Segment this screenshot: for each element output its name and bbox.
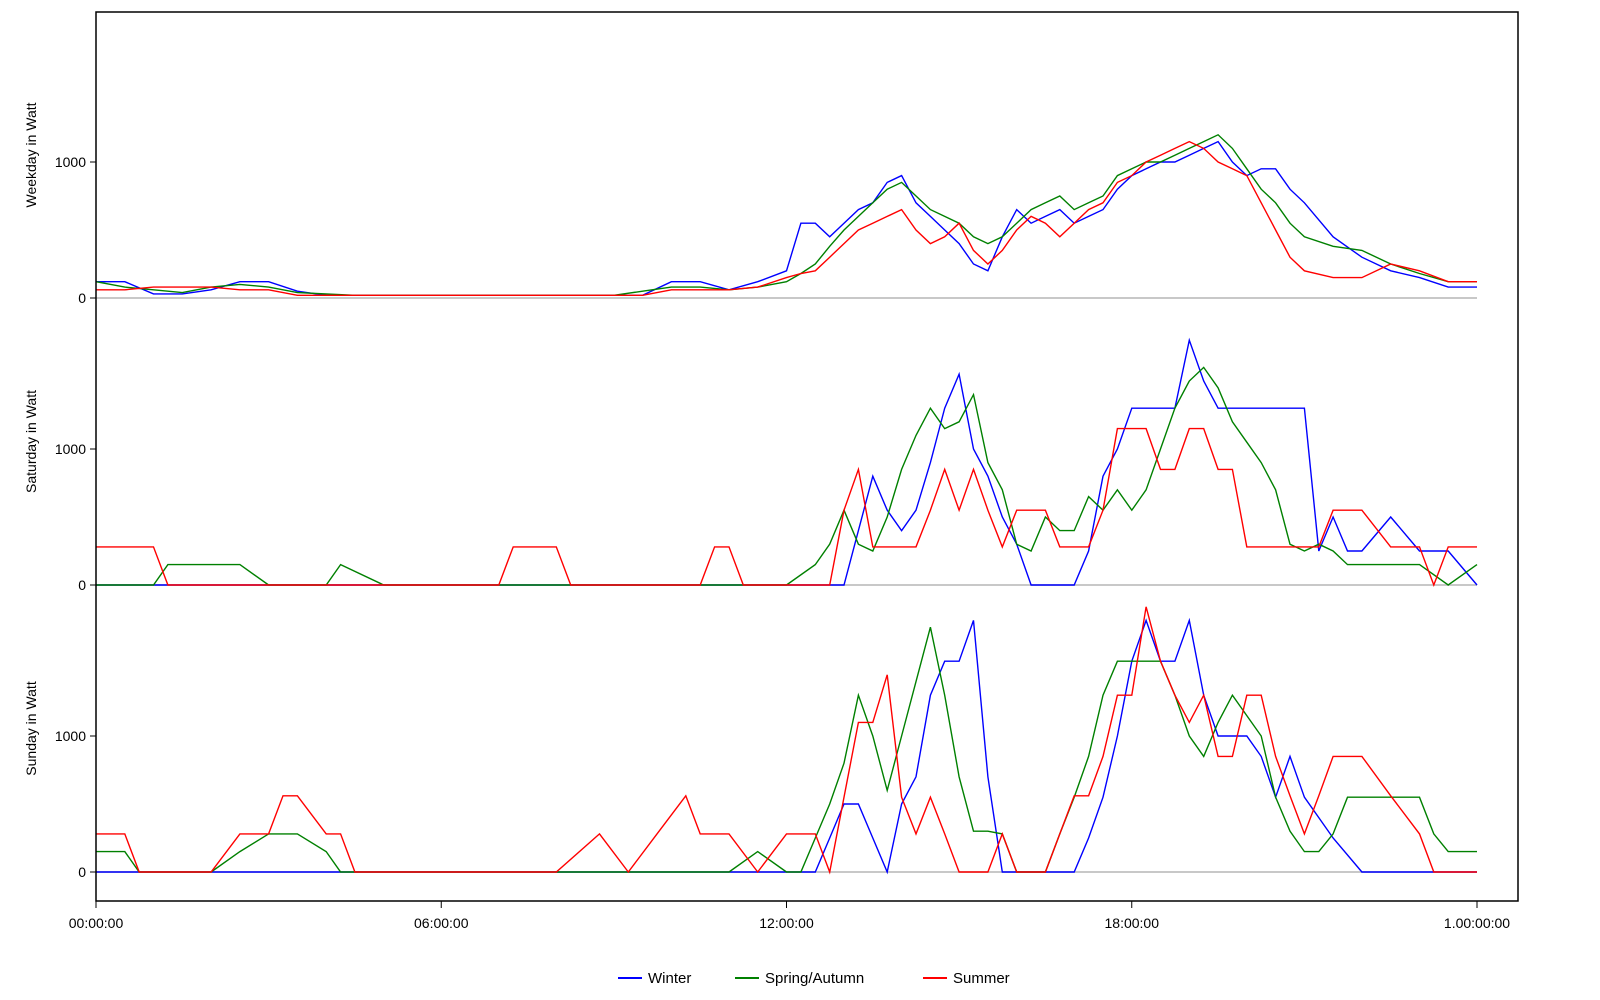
- legend-label: Winter: [648, 970, 691, 987]
- y-tick-label: 1000: [55, 441, 86, 457]
- panel-2: 0 1000 Saturday in Watt: [23, 337, 1478, 593]
- series-line-summer: [96, 140, 1477, 296]
- legend-label: Spring/Autumn: [765, 970, 864, 987]
- series-line-spring-autumn: [96, 366, 1478, 586]
- panels-layer: 0 1000 Weekday in Watt 0 1000 Saturday in Wat…: [23, 102, 1478, 880]
- y-axis-label: Sunday in Watt: [23, 681, 39, 776]
- panel-1: 0 1000 Weekday in Watt: [23, 102, 1477, 306]
- x-tick-label: 12:00:00: [759, 915, 814, 931]
- x-tick-label: 00:00:00: [69, 915, 124, 931]
- y-axis-label: Saturday in Watt: [23, 390, 39, 493]
- y-tick-label: 1000: [55, 728, 86, 744]
- x-tick-label: 06:00:00: [414, 915, 469, 931]
- y-tick-label: 0: [78, 290, 86, 306]
- legend-label: Summer: [953, 970, 1010, 987]
- x-axis: 00:00:00 06:00:00 12:00:00 18:00:00 1.00:00:…: [69, 901, 1510, 931]
- series-line-spring-autumn: [96, 627, 1477, 873]
- x-tick-label: 18:00:00: [1105, 915, 1160, 931]
- y-tick-label: 0: [78, 864, 86, 880]
- legend: Winter Spring/Autumn Summer: [618, 970, 1010, 987]
- plot-frame: [95, 11, 1519, 902]
- x-tick-label: 1.00:00:00: [1444, 915, 1510, 931]
- panel-3: 0 1000 Sunday in Watt: [23, 606, 1477, 880]
- y-tick-label: 0: [78, 577, 86, 593]
- series-line-winter: [96, 337, 1478, 586]
- series-line-summer: [96, 427, 1477, 587]
- y-axis-label: Weekday in Watt: [23, 102, 39, 207]
- series-line-summer: [96, 606, 1477, 875]
- series-line-winter: [96, 617, 1477, 875]
- y-tick-label: 1000: [55, 154, 86, 170]
